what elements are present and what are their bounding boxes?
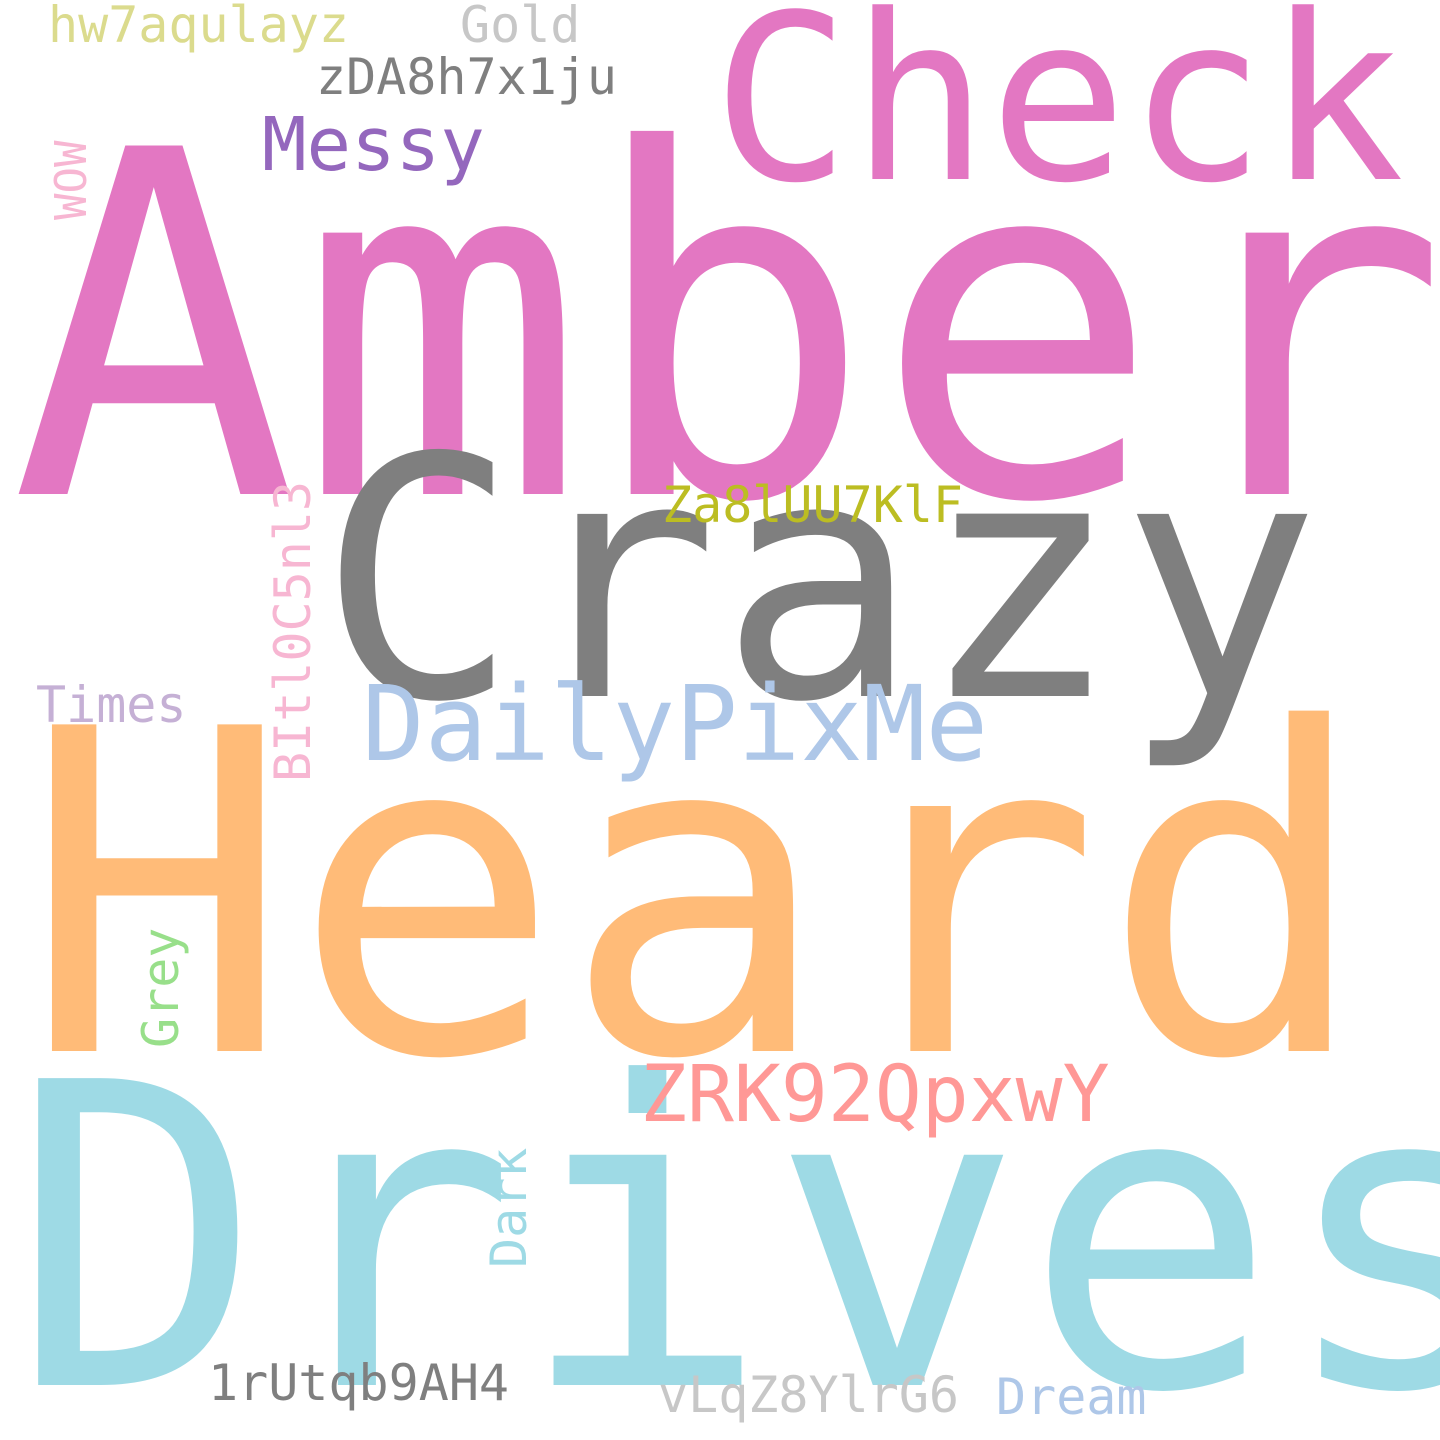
- word-messy: Messy: [262, 102, 485, 188]
- word-grey: Grey: [132, 927, 190, 1048]
- word-amber: Amber: [10, 50, 1440, 607]
- word-za8luu7klf: Za8lUU7KlF: [662, 476, 964, 534]
- word-vlqz8ylrg6: vLqZ8YlrG6: [658, 1366, 960, 1424]
- word-bitl0c5nl3: BItl0C5nl3: [264, 480, 322, 782]
- word-dream: Dream: [996, 1368, 1147, 1426]
- word-zda8h7x1ju: zDA8h7x1ju: [316, 48, 618, 106]
- word-gold: Gold: [460, 0, 581, 54]
- word-1rutqb9ah4: 1rUtqb9AH4: [208, 1354, 510, 1412]
- word-crazy: Crazy: [318, 387, 1321, 775]
- word-hw7aqulayz: hw7aqulayz: [48, 0, 350, 54]
- word-drives: Drives: [10, 995, 1440, 1440]
- word-dark: Dark: [480, 1147, 538, 1268]
- word-check: Check: [712, 0, 1405, 234]
- word-times: Times: [36, 676, 187, 734]
- word-heard: Heard: [22, 635, 1371, 1157]
- word-wow: WOW: [46, 140, 97, 220]
- word-dailypixme: DailyPixMe: [362, 663, 989, 785]
- word-zrk92qpxwy: ZRK92QpxwY: [640, 1050, 1110, 1140]
